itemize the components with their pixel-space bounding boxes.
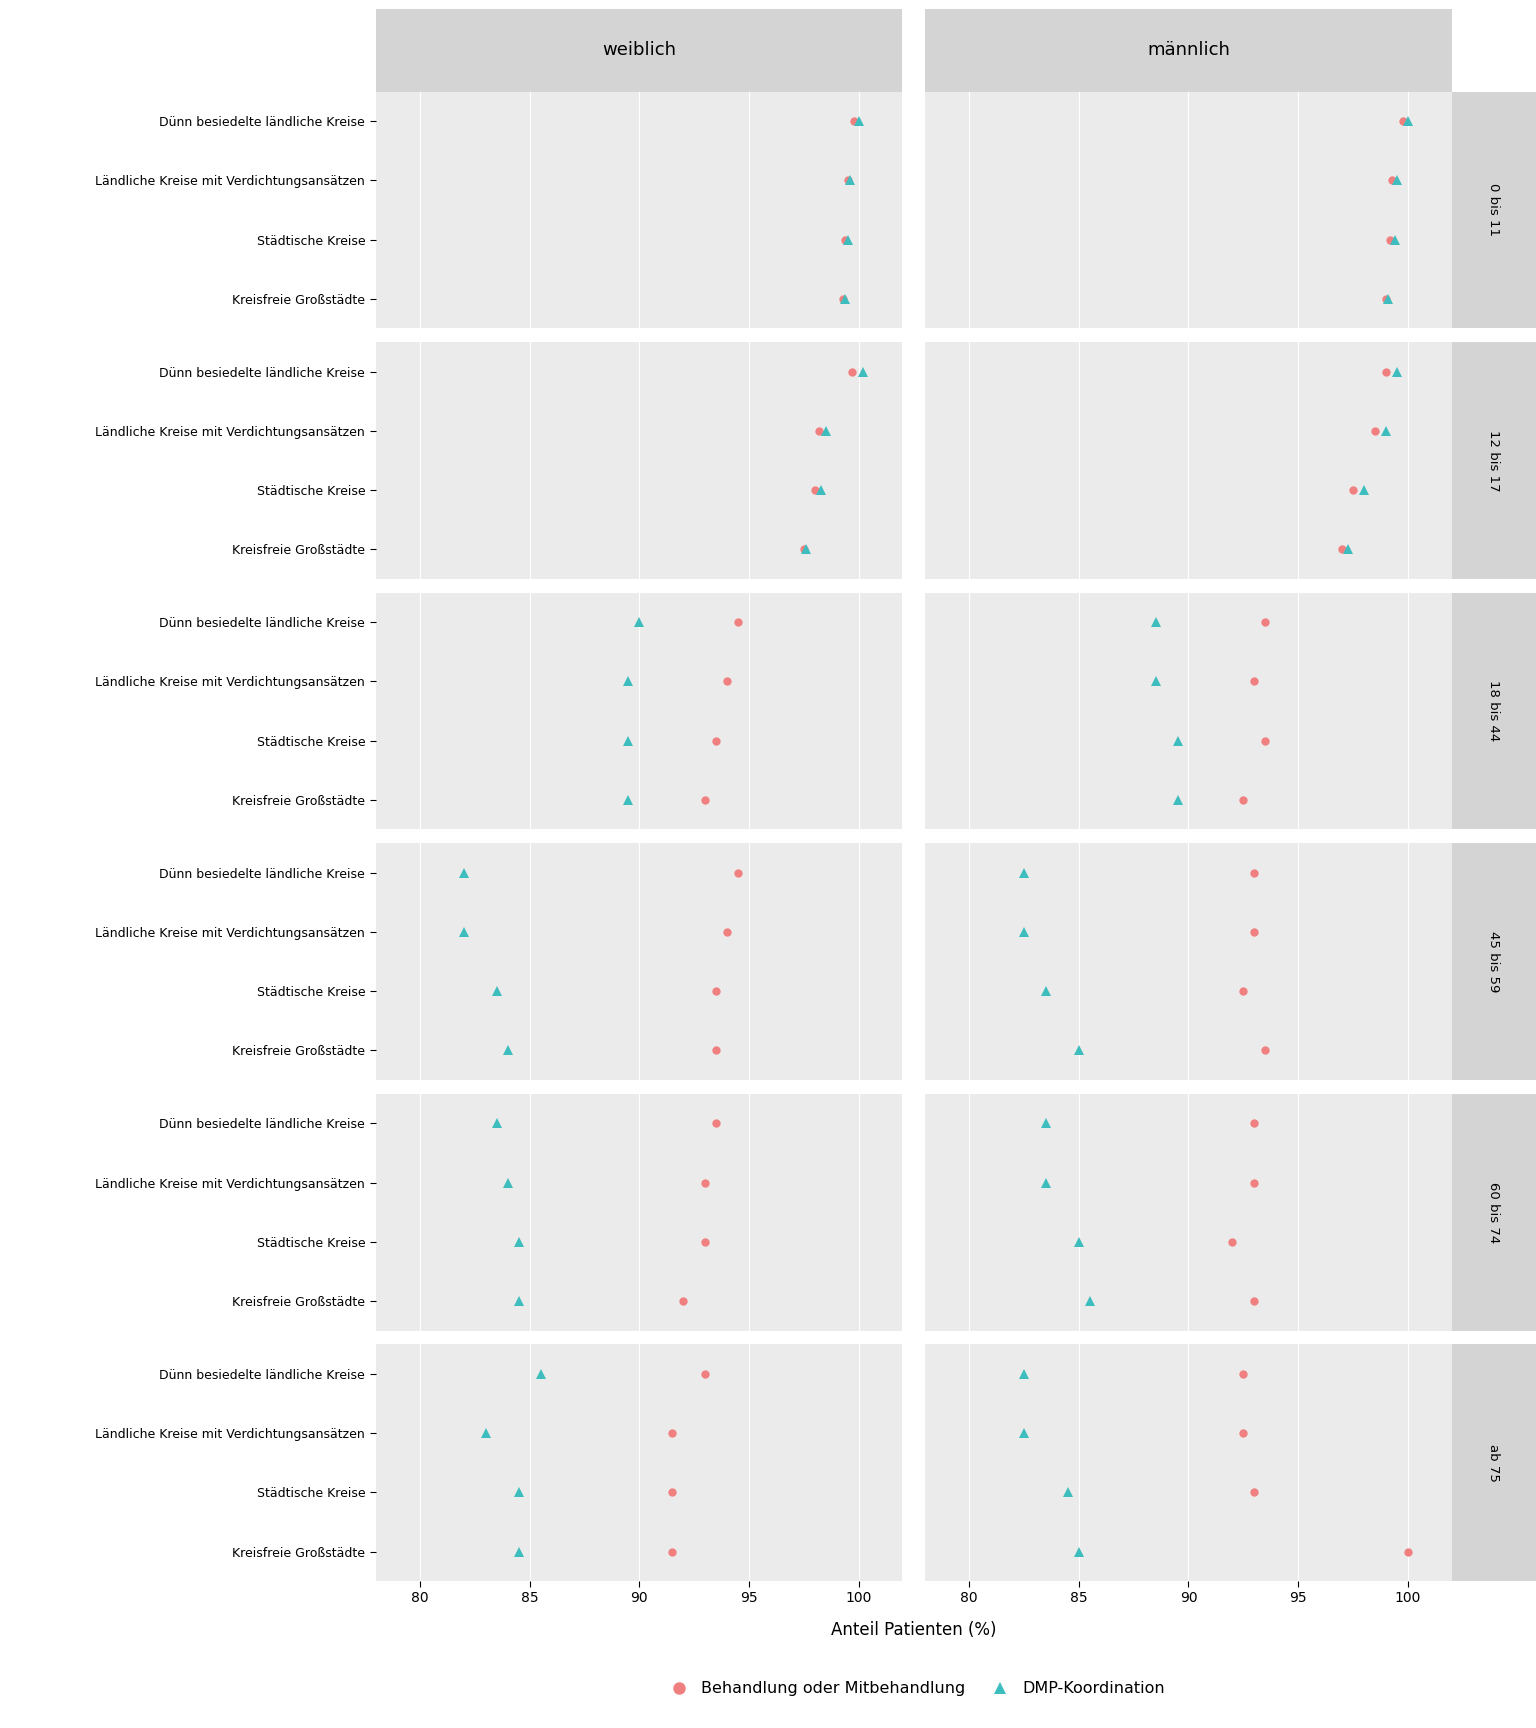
- Legend: Behandlung oder Mitbehandlung, DMP-Koordination: Behandlung oder Mitbehandlung, DMP-Koord…: [656, 1674, 1172, 1702]
- Text: Anteil Patienten (%): Anteil Patienten (%): [831, 1621, 997, 1638]
- Text: 18 bis 44: 18 bis 44: [1487, 681, 1501, 741]
- Text: 45 bis 59: 45 bis 59: [1487, 931, 1501, 992]
- Text: 60 bis 74: 60 bis 74: [1487, 1182, 1501, 1242]
- Text: ab 75: ab 75: [1487, 1445, 1501, 1481]
- Text: weiblich: weiblich: [602, 41, 676, 59]
- Text: männlich: männlich: [1147, 41, 1230, 59]
- Text: 12 bis 17: 12 bis 17: [1487, 430, 1501, 491]
- Text: 0 bis 11: 0 bis 11: [1487, 183, 1501, 237]
